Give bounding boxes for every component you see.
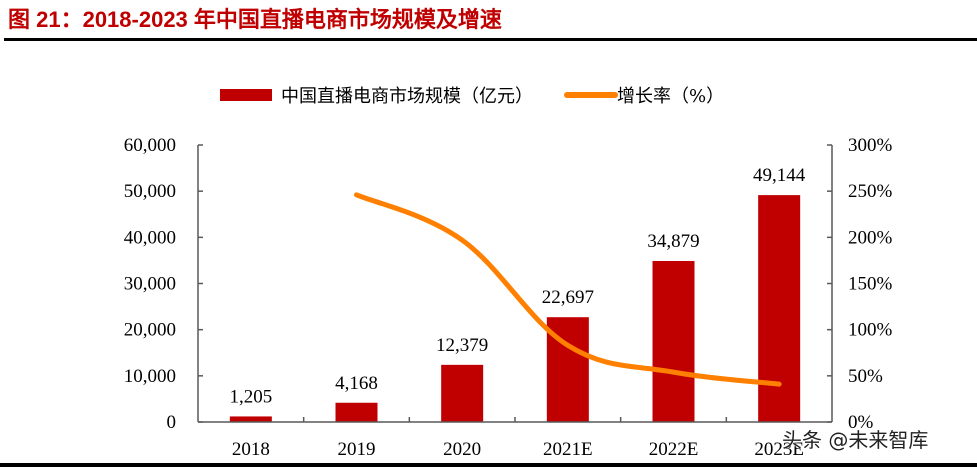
left-tick-label: 10,000 xyxy=(124,366,176,387)
left-tick-label: 0 xyxy=(167,412,177,433)
bottom-divider xyxy=(0,463,977,467)
left-tick-label: 20,000 xyxy=(124,320,176,341)
bars-group xyxy=(229,195,801,422)
bar-label-2018: 1,205 xyxy=(229,386,272,407)
right-tick-label: 200% xyxy=(848,227,893,248)
bar-2018 xyxy=(229,416,272,422)
watermark: 头条 @未来智库 xyxy=(782,428,929,452)
right-tick-label: 50% xyxy=(848,366,883,387)
figure-title: 图 21：2018-2023 年中国直播电商市场规模及增速 xyxy=(8,7,502,32)
bar-label-2019: 4,168 xyxy=(335,373,378,394)
left-tick-label: 50,000 xyxy=(124,181,176,202)
title-divider xyxy=(4,38,977,41)
bar-2023E xyxy=(758,195,801,422)
legend-swatch-bar xyxy=(220,89,272,101)
bar-2020 xyxy=(441,364,484,422)
growth-rate-line xyxy=(354,192,782,387)
right-tick-label: 0% xyxy=(848,412,874,433)
right-axis-ticks: 0% 50% 100% 150% 200% 250% 300% xyxy=(827,135,893,433)
x-tick-label-2022E: 2022E xyxy=(649,439,699,460)
right-tick-label: 150% xyxy=(848,274,893,295)
legend-label-market-size: 中国直播电商市场规模（亿元） xyxy=(281,86,533,107)
bar-2022E xyxy=(652,260,695,422)
bar-label-2023E: 49,144 xyxy=(753,165,806,186)
bar-2019 xyxy=(335,402,378,422)
x-tick-label-2021E: 2021E xyxy=(543,439,593,460)
legend: 中国直播电商市场规模（亿元） 增长率（%） xyxy=(220,86,724,107)
bar-label-2022E: 34,879 xyxy=(647,231,699,252)
bar-labels-group: 1,205 4,168 12,379 22,697 34,879 49,144 xyxy=(229,165,805,407)
x-tick-label-2018: 2018 xyxy=(232,439,270,460)
right-tick-label: 300% xyxy=(848,135,893,156)
legend-label-growth-rate: 增长率（%） xyxy=(617,86,724,107)
left-tick-label: 60,000 xyxy=(124,135,176,156)
bar-label-2021E: 22,697 xyxy=(542,287,594,308)
bar-label-2020: 12,379 xyxy=(436,335,488,356)
x-axis-ticks: 2018 2019 2020 2021E 2022E 2023E xyxy=(232,417,804,460)
left-tick-label: 40,000 xyxy=(124,227,176,248)
x-tick-label-2019: 2019 xyxy=(338,439,376,460)
right-tick-label: 100% xyxy=(848,320,893,341)
x-tick-label-2020: 2020 xyxy=(443,439,481,460)
x-tick-label-2023E: 2023E xyxy=(754,439,804,460)
right-tick-label: 250% xyxy=(848,181,893,202)
left-axis-ticks: 0 10,000 20,000 30,000 40,000 50,000 60,000 xyxy=(124,135,203,433)
growth-line-group xyxy=(354,192,782,387)
left-tick-label: 30,000 xyxy=(124,274,176,295)
